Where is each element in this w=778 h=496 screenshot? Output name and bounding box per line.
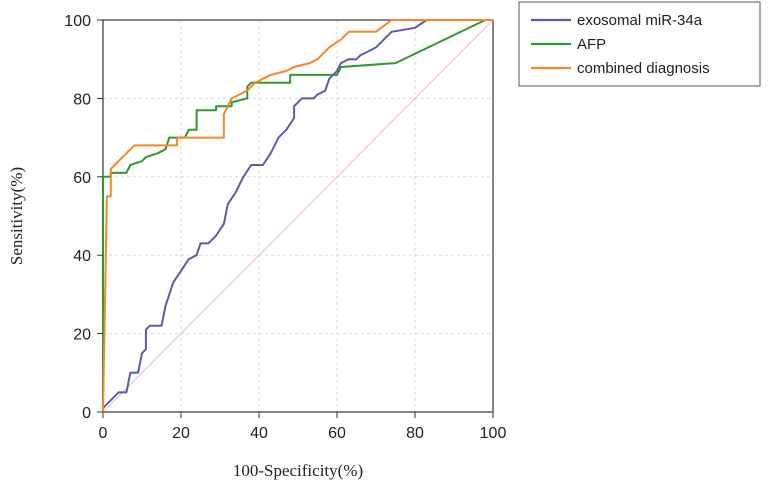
x-tick-label: 100	[480, 425, 507, 442]
x-axis-label: 100-Specificity(%)	[233, 461, 363, 480]
axes: 0 20 40 60 80 100 0 20 40 60 80 100	[64, 13, 506, 442]
series-line-combined	[102, 19, 493, 413]
legend: exosomal miR-34a AFP combined diagnosis	[518, 1, 761, 87]
series-line-mir34a	[102, 19, 493, 412]
legend-label-combined: combined diagnosis	[577, 60, 710, 77]
legend-label-mir34a: exosomal miR-34a	[577, 12, 703, 29]
series-layer	[102, 19, 494, 413]
y-tick-label: 60	[73, 170, 91, 187]
x-tick-label: 20	[172, 425, 190, 442]
x-tick-label: 0	[99, 425, 108, 442]
x-tick-label: 80	[406, 425, 424, 442]
grid	[103, 20, 493, 412]
y-axis-label: Sensitivity(%)	[7, 167, 26, 265]
legend-label-afp: AFP	[577, 36, 606, 53]
y-tick-label: 0	[82, 405, 91, 422]
y-tick-label: 100	[64, 13, 91, 30]
x-tick-label: 40	[250, 425, 268, 442]
series-line-afp	[102, 19, 493, 412]
y-tick-label: 40	[73, 248, 91, 265]
x-tick-label: 60	[328, 425, 346, 442]
y-tick-label: 20	[73, 327, 91, 344]
y-tick-label: 80	[73, 91, 91, 108]
reference-diagonal-line	[102, 19, 494, 413]
